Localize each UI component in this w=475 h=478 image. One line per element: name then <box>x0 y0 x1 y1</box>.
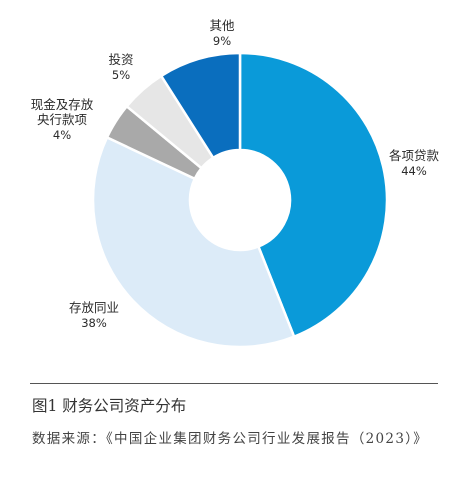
slice-label-group-4: 投资5% <box>108 52 133 82</box>
slice-label: 存放同业 <box>69 300 119 315</box>
slice-label: 各项贷款 <box>389 148 440 163</box>
slice-percent-label: 4% <box>53 128 71 142</box>
slice-label-group-5: 其他9% <box>209 18 235 48</box>
figure-divider <box>30 383 438 384</box>
slice-percent-label: 38% <box>81 316 107 330</box>
figure-title: 图1 财务公司资产分布 <box>32 397 187 415</box>
slice-percent-label: 5% <box>112 68 130 82</box>
figure-source: 数据来源：《中国企业集团财务公司行业发展报告（2023）》 <box>32 431 429 447</box>
donut-slice-5 <box>159 51 242 160</box>
slice-label: 其他 <box>209 18 235 33</box>
slice-label: 现金及存放 <box>31 97 94 112</box>
slice-label: 央行款项 <box>37 112 87 127</box>
donut-slice-2 <box>91 136 296 349</box>
slice-percent-label: 9% <box>213 34 231 48</box>
slice-percent-label: 44% <box>401 164 427 178</box>
donut-slice-1 <box>238 51 389 338</box>
slice-label: 投资 <box>108 52 133 67</box>
